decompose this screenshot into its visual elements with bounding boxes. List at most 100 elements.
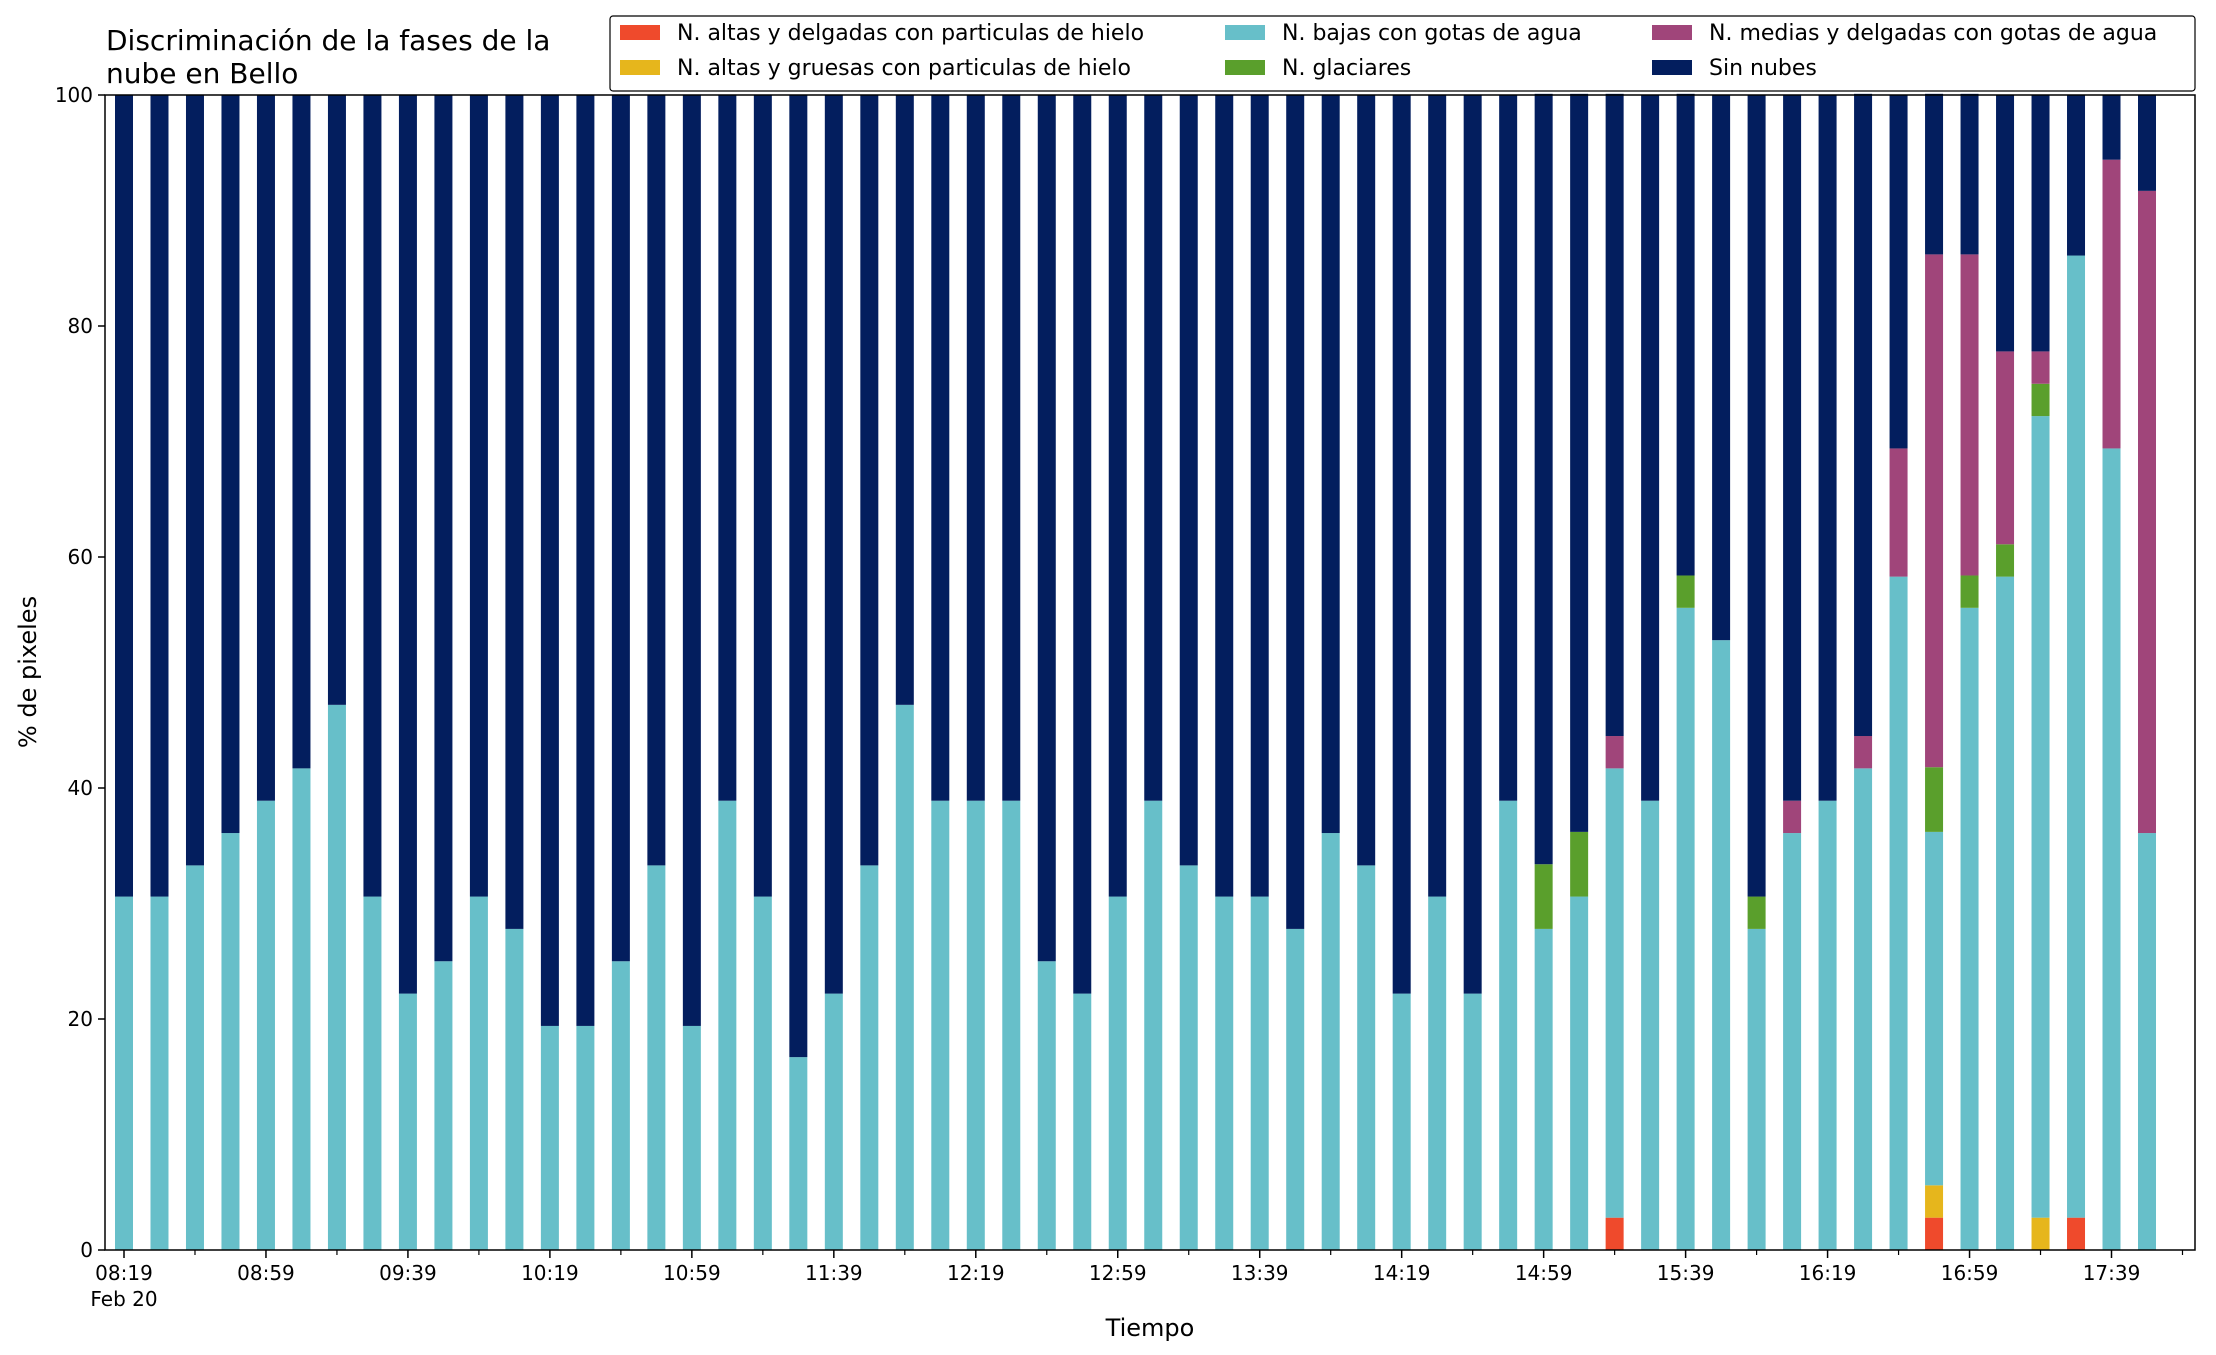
bar-segment-54-1 bbox=[2031, 1217, 2050, 1250]
bar-segment-43-2 bbox=[1641, 800, 1660, 1250]
bar-segment-0-2 bbox=[115, 896, 133, 1250]
bar-segment-51-2 bbox=[1925, 831, 1944, 1186]
bar-segment-10-5 bbox=[469, 95, 488, 897]
bar-segment-56-4 bbox=[2102, 159, 2121, 449]
bar-segment-57-4 bbox=[2138, 190, 2156, 834]
x-tick-label-4: 10:59 bbox=[663, 1261, 721, 1285]
bar-segment-49-5 bbox=[1854, 93, 1873, 737]
bar-segment-40-5 bbox=[1534, 93, 1553, 865]
bar-segment-15-2 bbox=[647, 865, 666, 1250]
bar-segment-54-2 bbox=[2031, 416, 2050, 1218]
bar-segment-2-2 bbox=[185, 865, 204, 1250]
legend-swatch-5 bbox=[1652, 60, 1692, 75]
bar-segment-48-2 bbox=[1818, 800, 1837, 1250]
bar-segment-10-2 bbox=[469, 896, 488, 1250]
bar-segment-51-5 bbox=[1925, 93, 1944, 255]
bar-segment-18-5 bbox=[753, 95, 772, 897]
bar-segment-48-5 bbox=[1818, 95, 1837, 801]
legend-swatch-2 bbox=[1225, 25, 1265, 40]
bar-segment-22-5 bbox=[895, 95, 914, 705]
bar-segment-21-5 bbox=[860, 95, 879, 866]
legend: N. altas y delgadas con particulas de hi… bbox=[609, 15, 2196, 92]
bar-segment-11-2 bbox=[505, 928, 524, 1250]
bar-segment-45-5 bbox=[1712, 95, 1731, 641]
bar-segment-43-5 bbox=[1641, 95, 1660, 801]
bar-segment-8-2 bbox=[398, 993, 417, 1250]
bar-segment-54-4 bbox=[2031, 351, 2050, 384]
bar-segment-52-4 bbox=[1960, 254, 1979, 576]
x-tick-label-5: 11:39 bbox=[805, 1261, 863, 1285]
x-tick-label-6: 12:19 bbox=[947, 1261, 1005, 1285]
bar-segment-24-2 bbox=[966, 800, 985, 1250]
y-tick-label-2: 40 bbox=[68, 776, 93, 800]
legend-label-1: N. altas y gruesas con particulas de hie… bbox=[677, 56, 1131, 81]
legend-swatch-1 bbox=[620, 60, 660, 75]
x-tick-label-0: 08:19 bbox=[95, 1261, 153, 1285]
bar-segment-44-3 bbox=[1676, 575, 1695, 608]
bar-segment-41-3 bbox=[1570, 831, 1589, 897]
bar-segment-4-5 bbox=[256, 95, 275, 801]
bar-segment-4-2 bbox=[256, 800, 275, 1250]
x-tick-label-1: 08:59 bbox=[237, 1261, 295, 1285]
bar-segment-41-2 bbox=[1570, 896, 1589, 1250]
bar-segment-23-5 bbox=[931, 95, 950, 801]
bar-segment-7-2 bbox=[363, 896, 382, 1250]
bar-segment-5-2 bbox=[292, 768, 311, 1250]
bar-segment-20-5 bbox=[824, 95, 843, 994]
y-axis-title: % de pixeles bbox=[14, 596, 42, 748]
bar-segment-36-2 bbox=[1392, 993, 1411, 1250]
bar-segment-37-2 bbox=[1428, 896, 1447, 1250]
bar-segment-45-2 bbox=[1712, 640, 1731, 1250]
chart-title-line-2: nube en Bello bbox=[106, 57, 298, 90]
bar-segment-51-0 bbox=[1925, 1217, 1944, 1250]
bar-segment-22-2 bbox=[895, 704, 914, 1250]
bar-segment-34-5 bbox=[1321, 95, 1340, 834]
bar-segment-12-5 bbox=[540, 95, 559, 1026]
bar-segment-42-5 bbox=[1605, 93, 1624, 737]
bar-segment-46-2 bbox=[1747, 928, 1766, 1250]
bar-segment-15-5 bbox=[647, 95, 666, 866]
bar-segment-13-5 bbox=[576, 95, 595, 1026]
bar-segment-17-2 bbox=[718, 800, 737, 1250]
legend-label-3: N. glaciares bbox=[1282, 56, 1411, 81]
bar-segment-23-2 bbox=[931, 800, 950, 1250]
bar-segment-42-0 bbox=[1605, 1217, 1624, 1250]
bar-segment-40-2 bbox=[1534, 928, 1553, 1250]
bar-segment-39-5 bbox=[1499, 95, 1518, 801]
bar-segment-8-5 bbox=[398, 95, 417, 994]
y-tick-label-3: 60 bbox=[68, 545, 93, 569]
bar-segment-46-3 bbox=[1747, 896, 1766, 929]
bar-segment-55-5 bbox=[2067, 95, 2086, 256]
x-tick-label-3: 10:19 bbox=[521, 1261, 579, 1285]
x-tick-label-8: 13:39 bbox=[1231, 1261, 1289, 1285]
bar-segment-7-5 bbox=[363, 95, 382, 897]
x-tick-label-12: 16:19 bbox=[1799, 1261, 1857, 1285]
bar-segment-13-2 bbox=[576, 1025, 595, 1250]
bar-segment-34-2 bbox=[1321, 833, 1340, 1250]
bar-segment-55-2 bbox=[2067, 255, 2086, 1218]
x-date-label: Feb 20 bbox=[90, 1287, 157, 1311]
bar-segment-52-2 bbox=[1960, 607, 1979, 1250]
bar-segment-55-0 bbox=[2067, 1217, 2086, 1250]
bar-segment-51-3 bbox=[1925, 767, 1944, 832]
bar-segment-51-4 bbox=[1925, 254, 1944, 768]
bar-segment-49-2 bbox=[1854, 768, 1873, 1250]
bar-segment-53-3 bbox=[1996, 544, 2015, 577]
bar-segment-57-2 bbox=[2138, 833, 2156, 1250]
legend-label-0: N. altas y delgadas con particulas de hi… bbox=[677, 21, 1144, 46]
bar-segment-21-2 bbox=[860, 865, 879, 1250]
bar-segment-41-5 bbox=[1570, 93, 1589, 832]
bar-segment-44-5 bbox=[1676, 93, 1695, 576]
bar-segment-56-2 bbox=[2102, 448, 2121, 1250]
bar-segment-9-2 bbox=[434, 961, 453, 1250]
bar-segment-54-3 bbox=[2031, 383, 2050, 417]
bar-segment-19-5 bbox=[789, 95, 808, 1058]
bar-segment-3-2 bbox=[221, 833, 240, 1250]
bar-segment-32-2 bbox=[1250, 896, 1269, 1250]
bar-segment-42-2 bbox=[1605, 768, 1624, 1218]
y-tick-label-1: 20 bbox=[68, 1007, 93, 1031]
bar-segment-3-5 bbox=[221, 95, 240, 834]
y-tick-label-0: 0 bbox=[80, 1238, 93, 1262]
x-tick-label-10: 14:59 bbox=[1515, 1261, 1573, 1285]
bar-segment-52-3 bbox=[1960, 575, 1979, 608]
